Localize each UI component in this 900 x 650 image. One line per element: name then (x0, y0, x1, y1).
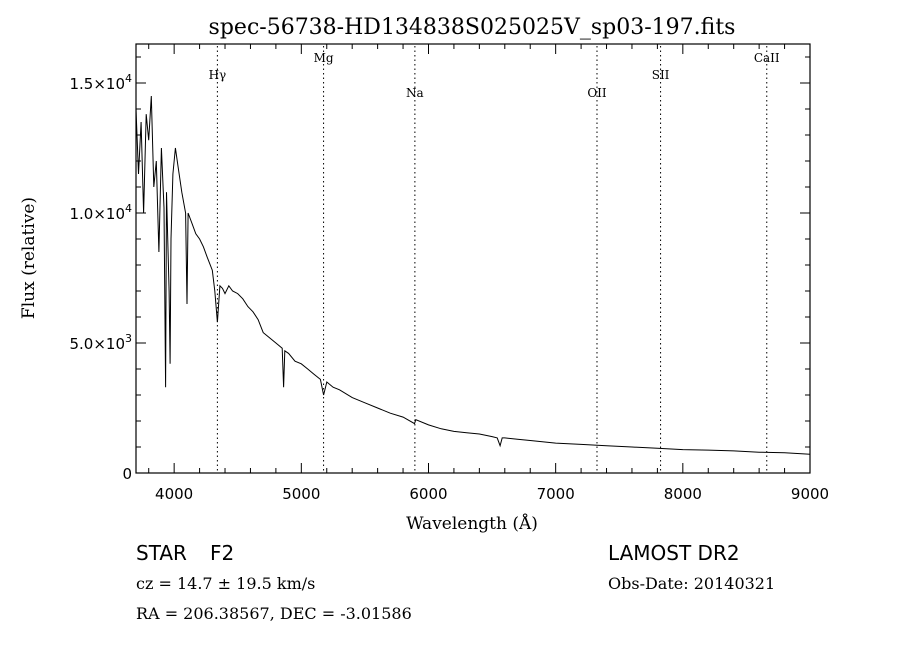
x-axis-label: Wavelength (Å) (406, 513, 538, 534)
plot-frame (135, 43, 811, 474)
observation-date: Obs-Date: 20140321 (608, 574, 776, 593)
x-tick-label: 7000 (537, 485, 575, 503)
ra-dec-coordinates: RA = 206.38567, DEC = -3.01586 (136, 604, 412, 623)
spectral-subclass: F2 (210, 541, 235, 565)
plot-area: Hγ Mg Na OII SII CaII 4000 5000 6000 7000 8000 9000… (69, 43, 829, 503)
x-tick-label: 5000 (282, 485, 320, 503)
y-tick-label: 1.0×104 (69, 202, 132, 223)
line-label-1: Mg (314, 51, 334, 65)
x-tick-label: 9000 (791, 485, 829, 503)
x-tick-label: 6000 (409, 485, 447, 503)
chart-title: spec-56738-HD134838S025025V_sp03-197.fit… (209, 15, 736, 40)
line-label-5: CaII (754, 51, 780, 65)
object-type: STAR (136, 541, 187, 565)
redshift-cz: cz = 14.7 ± 19.5 km/s (136, 574, 316, 593)
spectrum-line (135, 95, 811, 455)
line-label-2: Na (406, 86, 424, 100)
x-tick-label: 8000 (664, 485, 702, 503)
y-tick-label: 0 (122, 465, 132, 483)
y-tick-label: 1.5×104 (69, 72, 132, 93)
line-label-0: Hγ (209, 68, 227, 82)
line-label-4: SII (652, 68, 670, 82)
y-axis-label: Flux (relative) (19, 197, 39, 319)
line-label-3: OII (587, 86, 607, 100)
y-tick-label: 5.0×103 (69, 332, 132, 353)
survey-name: LAMOST DR2 (608, 541, 740, 565)
x-tick-label: 4000 (155, 485, 193, 503)
